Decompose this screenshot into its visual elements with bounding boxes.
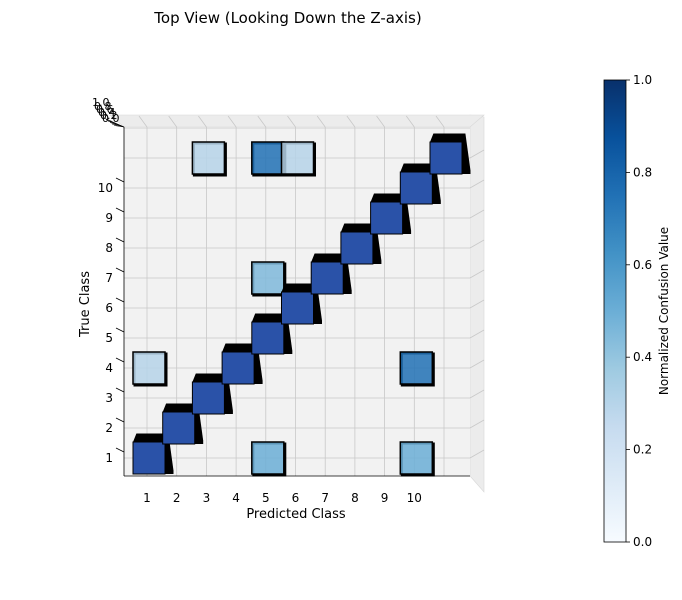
y-tick-mark bbox=[115, 327, 125, 333]
y-tick-mark bbox=[115, 177, 125, 183]
x-tick-label: 5 bbox=[262, 491, 270, 505]
bar-cell bbox=[191, 373, 233, 415]
colorbar-ticks: 0.0 0.2 0.4 0.6 0.8 1.0 bbox=[626, 73, 652, 549]
bar-cell bbox=[280, 141, 316, 177]
bar-cell bbox=[132, 351, 168, 387]
colorbar-tick-label: 0.8 bbox=[633, 165, 652, 179]
y-tick-mark bbox=[115, 237, 125, 243]
bar-cell bbox=[251, 441, 287, 477]
z-tick-label: 0.6 bbox=[96, 103, 114, 116]
x-tick-label: 9 bbox=[381, 491, 389, 505]
right-wall bbox=[469, 114, 485, 493]
z-tick-labels: 1.00.80.60.40.20.0 bbox=[92, 96, 125, 128]
y-tick-mark bbox=[115, 297, 125, 303]
x-tick-label: 7 bbox=[321, 491, 329, 505]
z-tick-label: 0.2 bbox=[100, 109, 118, 122]
colorbar-tick-label: 0.0 bbox=[633, 535, 652, 549]
x-tick-label: 4 bbox=[232, 491, 240, 505]
bar-cell bbox=[191, 141, 227, 177]
bar-cell bbox=[251, 141, 287, 177]
z-tick-mark bbox=[113, 125, 125, 128]
colorbar-tick-label: 0.6 bbox=[633, 258, 652, 272]
bar-cell bbox=[399, 351, 435, 387]
y-tick-mark bbox=[115, 387, 125, 393]
y-tick-mark bbox=[115, 207, 125, 213]
x-tick-label: 8 bbox=[351, 491, 359, 505]
bar-cell bbox=[399, 441, 435, 477]
x-tick-labels: 1 2 3 4 5 6 7 8 9 10 bbox=[143, 491, 422, 505]
x-tick-label: 1 bbox=[143, 491, 151, 505]
y-tick-mark bbox=[115, 417, 125, 423]
colorbar-tick-label: 1.0 bbox=[633, 73, 652, 87]
colorbar-label: Normalized Confusion Value bbox=[657, 227, 671, 395]
y-tick-label: 4 bbox=[105, 361, 113, 375]
z-tick-label: 1.0 bbox=[92, 96, 110, 109]
y-tick-mark bbox=[115, 447, 125, 453]
y-axis-label: True Class bbox=[78, 271, 93, 338]
y-tick-mark bbox=[115, 357, 125, 363]
colorbar-tick-label: 0.2 bbox=[633, 443, 652, 457]
bar-cell bbox=[281, 283, 322, 325]
colorbar bbox=[603, 79, 627, 543]
x-axis-label: Predicted Class bbox=[246, 507, 346, 522]
y-tick-label: 10 bbox=[98, 181, 113, 195]
y-tick-label: 6 bbox=[105, 301, 113, 315]
y-tick-label: 7 bbox=[105, 271, 113, 285]
wall-grid-lines bbox=[138, 115, 485, 459]
y-tick-label: 9 bbox=[105, 211, 113, 225]
y-tick-label: 8 bbox=[105, 241, 113, 255]
bar-cell bbox=[251, 261, 287, 297]
y-tick-label: 2 bbox=[105, 421, 113, 435]
bar-layer bbox=[132, 133, 471, 477]
z-tick-label: 0.0 bbox=[102, 112, 120, 125]
bar-cell bbox=[429, 133, 471, 175]
y-tick-labels: 1 2 3 4 5 6 7 8 9 10 bbox=[98, 177, 125, 465]
z-tick-label: 0.8 bbox=[94, 100, 112, 113]
x-tick-label: 2 bbox=[173, 491, 181, 505]
x-tick-label: 10 bbox=[407, 491, 422, 505]
z-tick-label: 0.4 bbox=[98, 106, 116, 119]
x-tick-label: 6 bbox=[292, 491, 300, 505]
colorbar-tick-label: 0.4 bbox=[633, 350, 652, 364]
y-tick-label: 5 bbox=[105, 331, 113, 345]
x-tick-label: 3 bbox=[203, 491, 211, 505]
chart-title: Top View (Looking Down the Z-axis) bbox=[153, 9, 421, 27]
top-wall bbox=[109, 114, 485, 128]
y-tick-mark bbox=[115, 267, 125, 273]
y-tick-label: 1 bbox=[105, 451, 113, 465]
y-tick-label: 3 bbox=[105, 391, 113, 405]
bar-cell bbox=[132, 433, 174, 475]
